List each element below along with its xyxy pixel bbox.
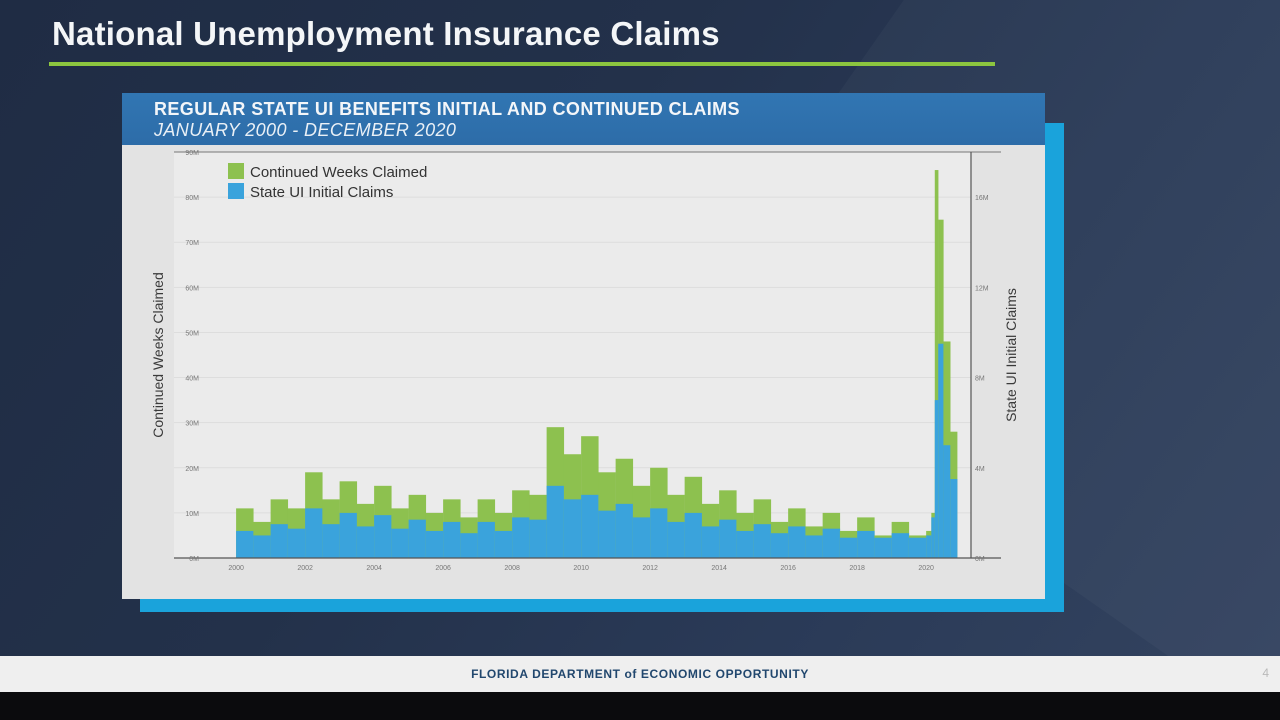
title-underline <box>49 62 995 66</box>
initial-claims-bar <box>736 530 754 558</box>
initial-claims-bar <box>391 528 409 558</box>
legend-swatch-initial <box>228 183 244 199</box>
left-axis-ticks: 0M 10M 20M 30M 40M 50M 60M 70M 80M 90M <box>185 150 199 563</box>
initial-claims-bar <box>270 524 289 558</box>
x-tick-label: 2016 <box>780 565 796 572</box>
chart-header: REGULAR STATE UI BENEFITS INITIAL AND CO… <box>122 93 1045 145</box>
initial-claims-bar <box>753 524 772 558</box>
x-tick-label: 2004 <box>366 565 382 572</box>
initial-claims-bar <box>443 521 461 558</box>
y2-tick-label: 12M <box>975 285 989 292</box>
footer: FLORIDA DEPARTMENT of ECONOMIC OPPORTUNI… <box>0 656 1280 692</box>
initial-claims-bar <box>356 526 375 558</box>
y2-axis-label: State UI Initial Claims <box>1003 288 1019 422</box>
initial-claims-bar <box>950 479 958 558</box>
initial-claims-bar <box>253 535 271 558</box>
x-axis-ticks: 2000 2002 2004 2006 2008 2010 2012 2014 2016 2018… <box>228 565 934 572</box>
initial-claims-bar <box>934 400 939 558</box>
slide: National Unemployment Insurance Claims R… <box>0 0 1280 656</box>
legend: Continued Weeks Claimed State UI Initial… <box>228 163 427 201</box>
y-tick-label: 20M <box>185 466 199 473</box>
initial-claims-bar <box>684 512 703 558</box>
initial-claims-bar <box>374 515 392 558</box>
chart-subtitle: JANUARY 2000 - DECEMBER 2020 <box>154 120 457 140</box>
y-tick-label: 30M <box>185 421 199 428</box>
initial-claims-bar <box>805 535 823 558</box>
slide-title: National Unemployment Insurance Claims <box>52 15 720 52</box>
initial-claims-bar <box>287 528 306 558</box>
initial-claims-bar <box>477 521 496 558</box>
right-axis-ticks: 0M 4M 8M 12M 16M <box>975 195 989 563</box>
y2-tick-label: 16M <box>975 195 989 202</box>
initial-claims-bar <box>339 512 358 558</box>
x-tick-label: 2010 <box>573 565 589 572</box>
initial-claims-bar <box>943 445 951 558</box>
initial-claims-bar <box>322 524 340 558</box>
initial-claims-bar <box>770 533 789 558</box>
footer-organization: FLORIDA DEPARTMENT of ECONOMIC OPPORTUNI… <box>471 667 809 681</box>
y-tick-label: 10M <box>185 511 199 518</box>
page-number: 4 <box>1262 666 1269 680</box>
continued-claims-bar <box>934 170 939 558</box>
y-tick-label: 90M <box>185 150 199 157</box>
initial-claims-bar <box>512 517 530 558</box>
y-axis-label: Continued Weeks Claimed <box>150 272 166 438</box>
x-tick-label: 2012 <box>642 565 658 572</box>
initial-claims-bar <box>460 533 478 558</box>
x-tick-label: 2002 <box>297 565 313 572</box>
screen-bottom-bar <box>0 692 1280 720</box>
initial-claims-bar <box>874 537 892 558</box>
initial-claims-bar <box>822 528 841 558</box>
initial-claims-bar <box>425 530 444 558</box>
initial-claims-bar <box>408 519 427 558</box>
y-tick-label: 80M <box>185 195 199 202</box>
x-tick-label: 2008 <box>504 565 520 572</box>
legend-swatch-continued <box>228 163 244 179</box>
y-tick-label: 40M <box>185 376 199 383</box>
legend-label-continued: Continued Weeks Claimed <box>250 164 427 181</box>
initial-claims-bar <box>305 508 323 558</box>
initial-claims-bar <box>650 508 668 558</box>
y-tick-label: 50M <box>185 330 199 337</box>
initial-claims-bar <box>926 535 932 558</box>
initial-claims-bar <box>563 499 582 558</box>
initial-claims-bar <box>719 519 737 558</box>
legend-label-initial: State UI Initial Claims <box>250 184 393 201</box>
initial-claims-bar <box>581 494 599 558</box>
initial-claims-bar <box>857 530 875 558</box>
initial-claims-bar <box>546 485 565 558</box>
claims-chart: 0M 10M 20M 30M 40M 50M 60M 70M 80M 90M 0M 4M 8M 12M 1… <box>150 150 1019 572</box>
initial-claims-bar <box>938 343 944 558</box>
y-tick-label: 0M <box>189 556 199 563</box>
initial-claims-bar <box>632 517 651 558</box>
x-tick-label: 2018 <box>849 565 865 572</box>
initial-claims-bar <box>598 510 616 558</box>
chart-card: REGULAR STATE UI BENEFITS INITIAL AND CO… <box>122 93 1045 599</box>
y2-tick-label: 0M <box>975 556 985 563</box>
initial-claims-bar <box>615 503 634 558</box>
y-tick-label: 60M <box>185 285 199 292</box>
initial-claims-bar <box>908 537 927 558</box>
initial-claims-bar <box>494 530 513 558</box>
data-bars <box>236 170 958 558</box>
initial-claims-bar <box>667 521 685 558</box>
initial-claims-bar <box>701 526 720 558</box>
y-tick-label: 70M <box>185 240 199 247</box>
x-tick-label: 2020 <box>918 565 934 572</box>
x-tick-label: 2014 <box>711 565 727 572</box>
initial-claims-bar <box>529 519 547 558</box>
initial-claims-bar <box>236 530 254 558</box>
y2-tick-label: 4M <box>975 466 985 473</box>
y2-tick-label: 8M <box>975 376 985 383</box>
chart-title: REGULAR STATE UI BENEFITS INITIAL AND CO… <box>154 99 740 119</box>
initial-claims-bar <box>788 526 806 558</box>
initial-claims-bar <box>839 537 858 558</box>
x-tick-label: 2006 <box>435 565 451 572</box>
x-tick-label: 2000 <box>228 565 244 572</box>
initial-claims-bar <box>891 533 910 558</box>
initial-claims-bar <box>931 517 935 558</box>
